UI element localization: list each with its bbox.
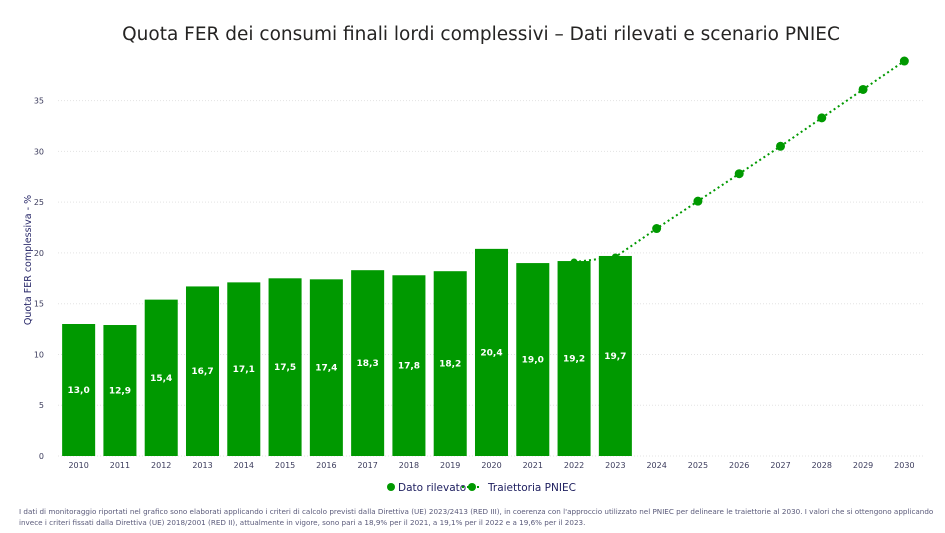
legend: Dato rilevato Traiettoria PNIEC xyxy=(387,482,576,494)
pniec-point xyxy=(693,196,703,206)
y-axis-ticks: 0 5 10 15 20 25 30 35 xyxy=(34,97,44,461)
bar xyxy=(185,286,220,456)
bar xyxy=(268,278,302,456)
bar xyxy=(144,299,178,456)
y-tick-label: 25 xyxy=(34,198,44,207)
x-tick-label: 2022 xyxy=(564,461,584,470)
line-series xyxy=(570,56,909,266)
bar-data-label: 19,0 xyxy=(522,356,544,366)
bar xyxy=(62,324,96,456)
x-tick-label: 2029 xyxy=(853,461,873,470)
pniec-trajectory-line xyxy=(573,60,905,264)
x-tick-label: 2012 xyxy=(151,461,171,470)
bar-data-label: 13,0 xyxy=(68,386,90,396)
bar-data-label: 19,7 xyxy=(604,352,626,362)
legend-item-dato-rilevato: Dato rilevato xyxy=(398,482,466,494)
y-tick-label: 10 xyxy=(34,350,44,359)
bar xyxy=(433,271,467,456)
bar xyxy=(227,282,261,456)
bar-series: 13,0 12,9 15,4 16,7 17,1 17,5 17,4 18,3 17,8 18,2… xyxy=(62,248,632,456)
bar xyxy=(474,248,509,456)
bar xyxy=(309,279,343,456)
x-tick-label: 2020 xyxy=(481,461,501,470)
legend-marker-line xyxy=(468,483,476,491)
x-tick-label: 2019 xyxy=(440,461,460,470)
bar-data-label: 17,4 xyxy=(315,364,337,374)
bar-data-label: 17,5 xyxy=(274,363,296,373)
bar-data-label: 12,9 xyxy=(109,387,131,397)
x-tick-label: 2026 xyxy=(729,461,749,470)
bar xyxy=(351,270,385,456)
chart: Quota FER dei consumi finali lordi compl… xyxy=(23,24,925,494)
bar xyxy=(516,263,550,456)
x-tick-label: 2028 xyxy=(812,461,832,470)
y-tick-label: 5 xyxy=(39,401,44,410)
pniec-point xyxy=(858,84,868,94)
y-tick-label: 0 xyxy=(39,452,44,461)
bar-data-label: 19,2 xyxy=(563,355,585,365)
legend-item-traiettoria-pniec: Traiettoria PNIEC xyxy=(487,482,576,494)
x-axis-ticks: 2010 2011 2012 2013 2014 2015 2016 2017 2018 2019… xyxy=(68,461,914,470)
pniec-point xyxy=(776,141,785,151)
bar-data-label: 17,8 xyxy=(398,362,420,372)
bar-data-label: 15,4 xyxy=(150,374,172,384)
pniec-point xyxy=(611,253,619,261)
bar xyxy=(598,255,632,456)
bar-data-label: 18,2 xyxy=(439,360,461,370)
bar xyxy=(392,275,426,456)
bar-data-label: 16,7 xyxy=(191,367,213,377)
x-tick-label: 2017 xyxy=(357,461,377,470)
pniec-point xyxy=(734,169,744,179)
bar-data-label: 20,4 xyxy=(480,348,502,358)
x-tick-label: 2018 xyxy=(399,461,419,470)
y-tick-label: 20 xyxy=(34,249,44,258)
x-tick-label: 2024 xyxy=(646,461,666,470)
x-tick-label: 2025 xyxy=(688,461,708,470)
pniec-point xyxy=(652,224,662,234)
pniec-point xyxy=(817,113,827,123)
x-tick-label: 2011 xyxy=(110,461,130,470)
y-tick-label: 30 xyxy=(34,147,44,156)
x-tick-label: 2027 xyxy=(770,461,790,470)
x-tick-label: 2030 xyxy=(894,461,914,470)
legend-marker-bar xyxy=(387,483,395,491)
footnote: I dati di monitoraggio riportati nel gra… xyxy=(19,507,934,527)
x-tick-label: 2013 xyxy=(192,461,212,470)
bar-data-label: 18,3 xyxy=(357,359,379,369)
x-tick-label: 2021 xyxy=(523,461,543,470)
x-tick-label: 2023 xyxy=(605,461,625,470)
bar-data-label: 17,1 xyxy=(233,365,255,375)
x-tick-label: 2015 xyxy=(275,461,295,470)
bar xyxy=(103,325,137,456)
bar xyxy=(557,261,591,456)
y-tick-label: 15 xyxy=(34,300,44,309)
x-tick-label: 2016 xyxy=(316,461,336,470)
chart-title: Quota FER dei consumi finali lordi compl… xyxy=(122,24,840,45)
pniec-point xyxy=(899,56,909,66)
pniec-point xyxy=(570,258,578,266)
x-tick-label: 2014 xyxy=(234,461,254,470)
x-tick-label: 2010 xyxy=(68,461,88,470)
y-tick-label: 35 xyxy=(34,97,44,106)
y-axis-label: Quota FER complessiva - % xyxy=(23,195,34,325)
